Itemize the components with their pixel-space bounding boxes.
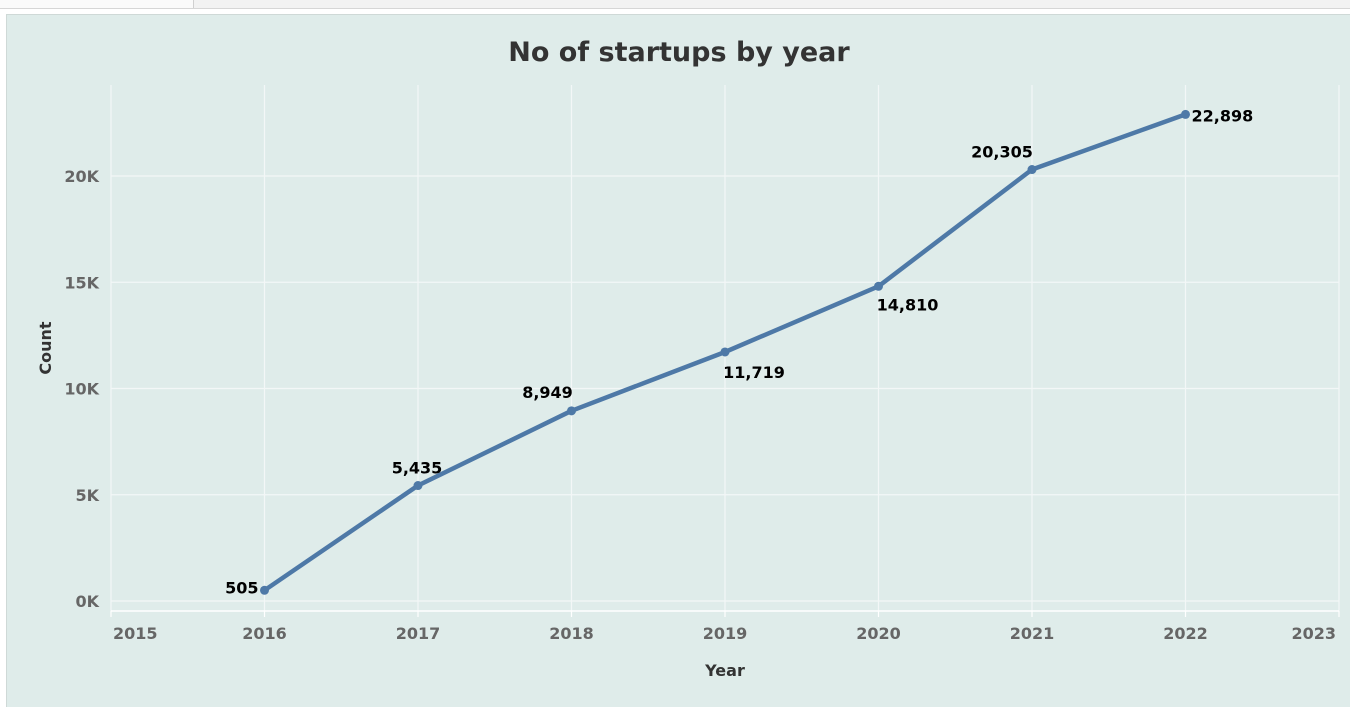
data-label: 14,810 [877, 295, 939, 314]
chart-title: No of startups by year [508, 37, 850, 68]
chart-panel: No of startups by year 0K 5K 10K 15K 20K 2015… [6, 14, 1350, 707]
x-tick-label: 2021 [1010, 624, 1055, 643]
y-tick-label: 0K [75, 592, 99, 611]
x-tick-label: 2018 [549, 624, 594, 643]
x-tick-label: 2017 [396, 624, 441, 643]
y-tick-label: 10K [64, 380, 99, 399]
data-label: 22,898 [1192, 106, 1254, 125]
data-label: 5,435 [392, 459, 443, 478]
x-tick-label: 2015 [113, 624, 158, 643]
y-axis-title: Count [36, 321, 55, 375]
x-tick-label: 2020 [856, 624, 901, 643]
x-tick-label: 2022 [1163, 624, 1208, 643]
data-point[interactable] [260, 585, 269, 595]
data-label: 11,719 [723, 363, 785, 382]
x-tick-label: 2016 [242, 624, 287, 643]
sheet-tab[interactable] [0, 0, 194, 8]
data-label: 8,949 [522, 383, 573, 402]
y-tick-label: 5K [75, 486, 99, 505]
x-axis-title: Year [704, 661, 745, 680]
y-tick-label: 20K [64, 167, 99, 186]
data-label: 20,305 [971, 143, 1033, 162]
x-tick-label: 2023 [1291, 624, 1336, 643]
data-point[interactable] [413, 481, 423, 491]
data-point[interactable] [1181, 109, 1190, 119]
data-point[interactable] [1027, 165, 1037, 175]
x-tick-label: 2019 [703, 624, 748, 643]
data-label: 505 [225, 578, 258, 597]
data-point[interactable] [720, 347, 730, 357]
y-tick-label: 15K [64, 273, 99, 292]
data-point[interactable] [567, 406, 576, 416]
line-chart: 0K 5K 10K 15K 20K 2015 2016 2017 2018 2019 2020 202… [36, 85, 1340, 680]
window-toolbar [0, 0, 1350, 9]
data-point[interactable] [874, 281, 883, 291]
